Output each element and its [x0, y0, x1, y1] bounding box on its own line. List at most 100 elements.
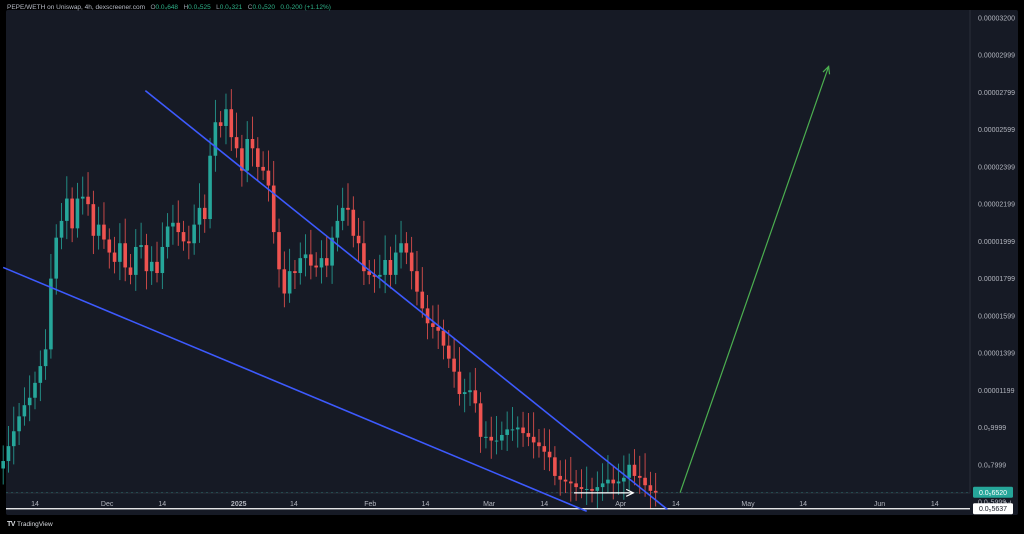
y-tick-label: 0.00001599: [978, 313, 1015, 320]
candle-body: [245, 138, 249, 171]
candle-body: [595, 487, 600, 491]
candle-body: [478, 403, 483, 437]
candle-body: [563, 479, 568, 482]
x-tick-label: 14: [158, 501, 166, 508]
candle-body: [505, 429, 509, 435]
candle-body: [441, 330, 446, 346]
candle-body: [49, 278, 53, 350]
candle-body: [637, 475, 642, 478]
candle-body: [457, 371, 462, 395]
candle-body: [80, 196, 85, 199]
candle-body: [187, 241, 191, 244]
tradingview-brand[interactable]: TV TradingView: [7, 521, 53, 528]
candle-body: [632, 464, 637, 476]
candle-body: [653, 490, 658, 493]
candle-body: [197, 207, 202, 225]
candle-body: [86, 196, 90, 205]
wedge-upper-line: [144, 89, 668, 511]
y-tick-label: 0.00002399: [978, 164, 1015, 171]
candle-body: [590, 488, 594, 491]
y-tick-label: 0.0₅5999: [978, 499, 1006, 506]
candle-body: [144, 245, 149, 272]
candle-body: [91, 204, 96, 236]
candle-body: [616, 481, 621, 484]
candle-body: [436, 327, 440, 331]
candle-body: [160, 246, 165, 274]
candle-body: [293, 271, 297, 274]
high-value: 0.0₄525: [188, 4, 211, 11]
candle-body: [208, 155, 212, 220]
candle-body: [319, 258, 324, 268]
candle-body: [155, 261, 159, 274]
y-tick-label: 0.00001199: [978, 388, 1015, 395]
candle-body: [102, 224, 106, 240]
candle-body: [192, 224, 196, 244]
candle-body: [1, 461, 5, 469]
candle-body: [298, 258, 303, 274]
candle-body: [547, 451, 552, 458]
candle-body: [383, 259, 387, 275]
candle-body: [372, 274, 377, 277]
x-tick-label: 14: [422, 501, 430, 508]
x-tick-label: 14: [540, 501, 548, 508]
candle-body: [553, 457, 557, 476]
close-value: 0.0₄520: [252, 4, 275, 11]
candle-body: [569, 481, 573, 484]
candle-body: [388, 259, 393, 275]
candle-body: [420, 291, 425, 309]
y-tick-label: 0.00001999: [978, 239, 1015, 246]
candle-body: [574, 483, 578, 488]
candle-body: [59, 220, 64, 238]
candle-body: [462, 392, 467, 395]
candle-body: [287, 271, 292, 294]
x-tick-label: Mar: [483, 501, 496, 508]
candle-body: [171, 222, 175, 227]
low-label: L: [216, 4, 220, 11]
candle-body: [38, 366, 43, 383]
candle-body: [181, 232, 186, 242]
candle-body: [356, 235, 361, 244]
x-tick-label: Jun: [874, 501, 885, 508]
candle-body: [622, 477, 626, 482]
target-arrow: [679, 65, 831, 493]
brand-label: TradingView: [16, 521, 53, 528]
candle-body: [54, 237, 59, 279]
candle-body: [107, 239, 112, 253]
candle-body: [335, 220, 340, 238]
candle-body: [149, 261, 154, 272]
candle-body: [6, 446, 11, 462]
x-tick-label: Dec: [101, 501, 114, 508]
breakout-arrow: [573, 488, 635, 497]
candle-body: [139, 245, 143, 247]
candle-body: [314, 265, 318, 268]
candle-body: [224, 109, 228, 126]
y-tick-label: 0.00002799: [978, 90, 1015, 97]
candle-body: [431, 323, 435, 328]
candle-body: [17, 416, 21, 432]
candle-body: [484, 436, 488, 438]
candle-body: [643, 477, 647, 486]
candle-body: [250, 138, 255, 149]
close-label: C: [247, 4, 253, 11]
candle-body: [351, 209, 356, 236]
y-tick-label: 0.0₅9999: [978, 425, 1006, 432]
y-tick-label: 0.00002599: [978, 127, 1015, 134]
candle-body: [600, 483, 605, 488]
x-tick-label: 2025: [231, 501, 247, 508]
candle-body: [282, 269, 287, 294]
candle-body: [340, 207, 345, 221]
candle-body: [611, 479, 616, 484]
candle-body: [133, 246, 138, 275]
candle-body: [75, 198, 80, 229]
candle-body: [234, 137, 239, 149]
candle-body: [526, 433, 531, 437]
candle-body: [521, 427, 525, 434]
open-value: 0.0₄648: [155, 4, 179, 11]
candle-body: [112, 252, 117, 262]
x-tick-label: 14: [672, 501, 680, 508]
candle-body: [648, 485, 653, 491]
candle-body: [271, 185, 276, 233]
candle-body: [367, 271, 372, 275]
